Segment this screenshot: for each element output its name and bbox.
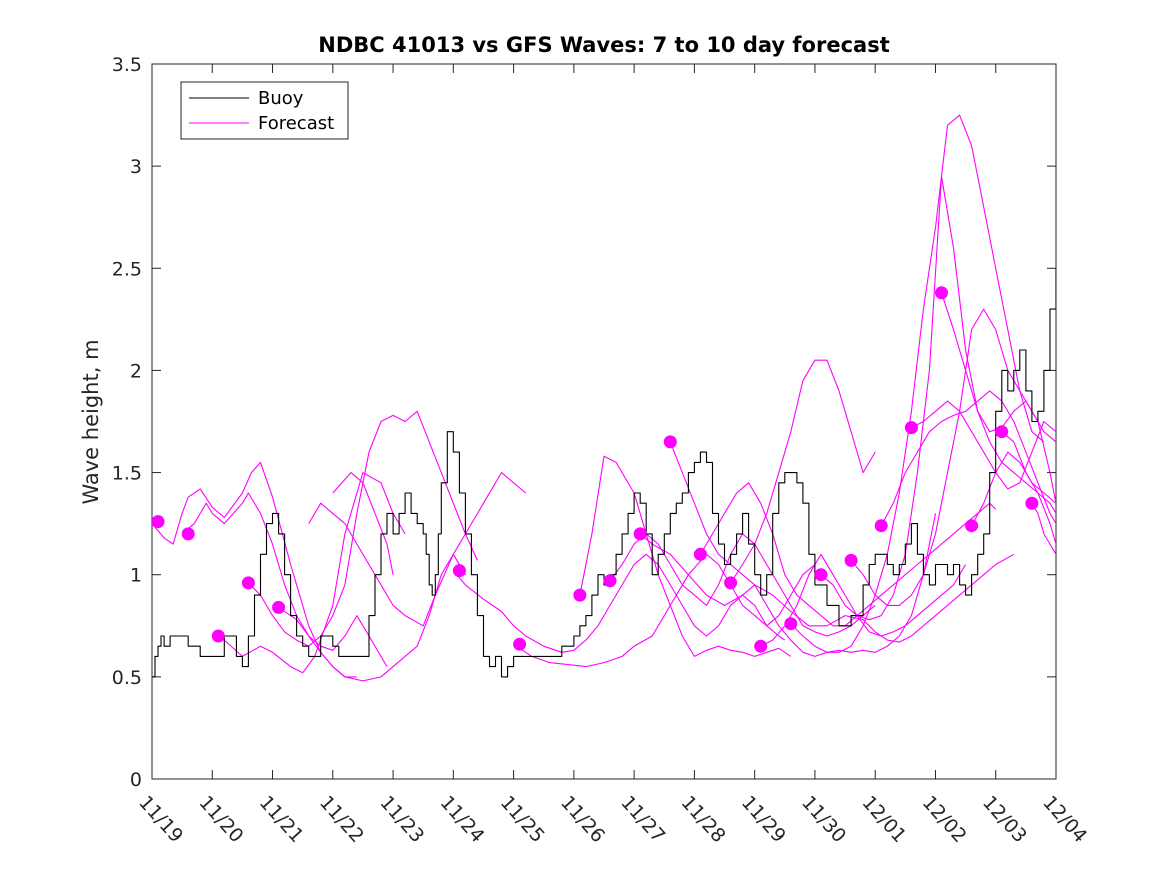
forecast-marker — [693, 547, 707, 561]
forecast-marker — [633, 527, 647, 541]
forecast-line — [278, 553, 466, 682]
legend-label: Buoy — [258, 88, 304, 109]
forecast-marker — [663, 435, 677, 449]
forecast-line — [911, 400, 1056, 490]
y-tick-label: 2 — [130, 360, 142, 382]
forecast-marker — [272, 600, 286, 614]
forecast-marker — [181, 527, 195, 541]
y-tick-label: 0.5 — [112, 667, 142, 689]
forecast-marker — [874, 519, 888, 533]
forecast-line — [579, 455, 792, 657]
y-tick-label: 1 — [130, 565, 142, 587]
forecast-marker — [965, 519, 979, 533]
forecast-marker — [513, 637, 527, 651]
chart-title: NDBC 41013 vs GFS Waves: 7 to 10 day for… — [318, 33, 889, 57]
y-tick-label: 2.5 — [112, 258, 142, 280]
forecast-line — [308, 472, 527, 627]
forecast-marker — [935, 286, 948, 300]
data-layer — [152, 114, 1056, 682]
axes-box — [151, 63, 1057, 780]
forecast-line — [1001, 431, 1056, 545]
legend-box — [180, 81, 349, 140]
plot-area: 00.511.522.533.511/19 11/20 11/21 11/22 11/2… — [112, 54, 1091, 847]
forecast-marker — [603, 574, 617, 588]
y-tick-label: 0 — [130, 769, 142, 791]
forecast-line — [1031, 502, 1056, 555]
forecast-marker — [573, 588, 587, 602]
y-tick-label: 3.5 — [112, 54, 142, 76]
forecast-line — [971, 451, 1056, 526]
forecast-line — [850, 308, 1056, 606]
forecast-marker — [904, 421, 918, 435]
forecast-marker — [844, 553, 858, 567]
forecast-marker — [452, 564, 466, 578]
forecast-line — [181, 492, 388, 667]
forecast-marker — [995, 425, 1009, 439]
forecast-line — [880, 390, 1056, 526]
forecast-marker — [754, 639, 768, 653]
forecast-marker — [814, 568, 828, 582]
forecast-marker — [211, 629, 225, 643]
y-axis-label: Wave height, m — [79, 339, 103, 504]
forecast-line — [790, 114, 1045, 653]
y-tick-label: 1.5 — [112, 463, 142, 485]
forecast-line — [212, 472, 406, 674]
forecast-line — [760, 553, 967, 647]
forecast-marker — [241, 576, 255, 590]
forecast-line — [669, 441, 937, 657]
legend-label: Forecast — [258, 113, 334, 134]
forecast-line — [820, 175, 1056, 621]
buoy-line — [152, 268, 1056, 678]
y-tick-label: 3 — [130, 156, 142, 178]
forecast-line — [332, 472, 394, 575]
forecast-marker — [152, 515, 165, 529]
forecast-marker — [784, 617, 798, 631]
forecast-marker — [724, 576, 738, 590]
forecast-marker — [1025, 496, 1039, 510]
